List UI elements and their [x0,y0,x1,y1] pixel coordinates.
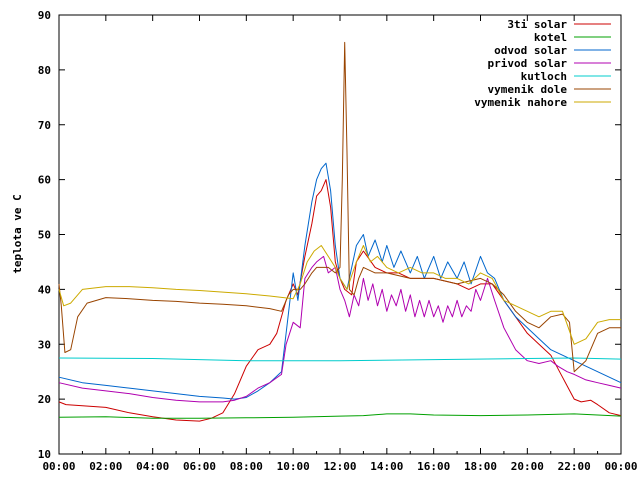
series-line-privod-solar [58,255,622,403]
x-tick-label: 00:00 [42,460,75,473]
x-tick-label: 16:00 [417,460,450,473]
y-tick-label: 20 [38,393,51,406]
x-tick-label: 22:00 [558,460,591,473]
legend-label: kotel [534,31,567,44]
x-tick-label: 06:00 [183,460,216,473]
legend-label: vymenik dole [488,83,568,96]
x-tick-label: 04:00 [136,460,169,473]
y-tick-label: 30 [38,338,51,351]
x-tick-label: 18:00 [464,460,497,473]
y-tick-label: 40 [38,283,51,296]
x-axis-ticks: 00:00 02:00 04:00 06:00 08:00 10:00 12:00 14:00… [42,15,638,473]
series-line-vymenik-nahore [58,245,621,345]
series-line-kutloch [58,357,622,362]
x-tick-label: 20:00 [511,460,544,473]
series-line-odvod-solar [58,162,622,400]
y-tick-label: 50 [38,229,51,242]
legend-label: vymenik nahore [474,96,567,109]
y-tick-label: 90 [38,9,51,22]
legend-label: privod solar [488,57,568,70]
x-tick-label: 12:00 [323,460,356,473]
series-lines [58,41,622,422]
series-line-vymenik-dole [58,41,621,373]
y-tick-label: 70 [38,119,51,132]
x-tick-label: 14:00 [370,460,403,473]
legend-label: 3ti solar [507,18,567,31]
series-line-kotel [58,413,622,419]
x-tick-label: 00:00 [604,460,637,473]
x-tick-label: 10:00 [277,460,310,473]
x-tick-label: 02:00 [89,460,122,473]
series-line-3ti-solar [58,179,622,422]
y-tick-label: 10 [38,448,51,461]
y-tick-label: 60 [38,174,51,187]
y-tick-label: 80 [38,64,51,77]
legend-label: kutloch [521,70,567,83]
x-tick-label: 08:00 [230,460,263,473]
y-axis-label: teplota ve C [11,194,24,273]
legend-label: odvod solar [494,44,567,57]
